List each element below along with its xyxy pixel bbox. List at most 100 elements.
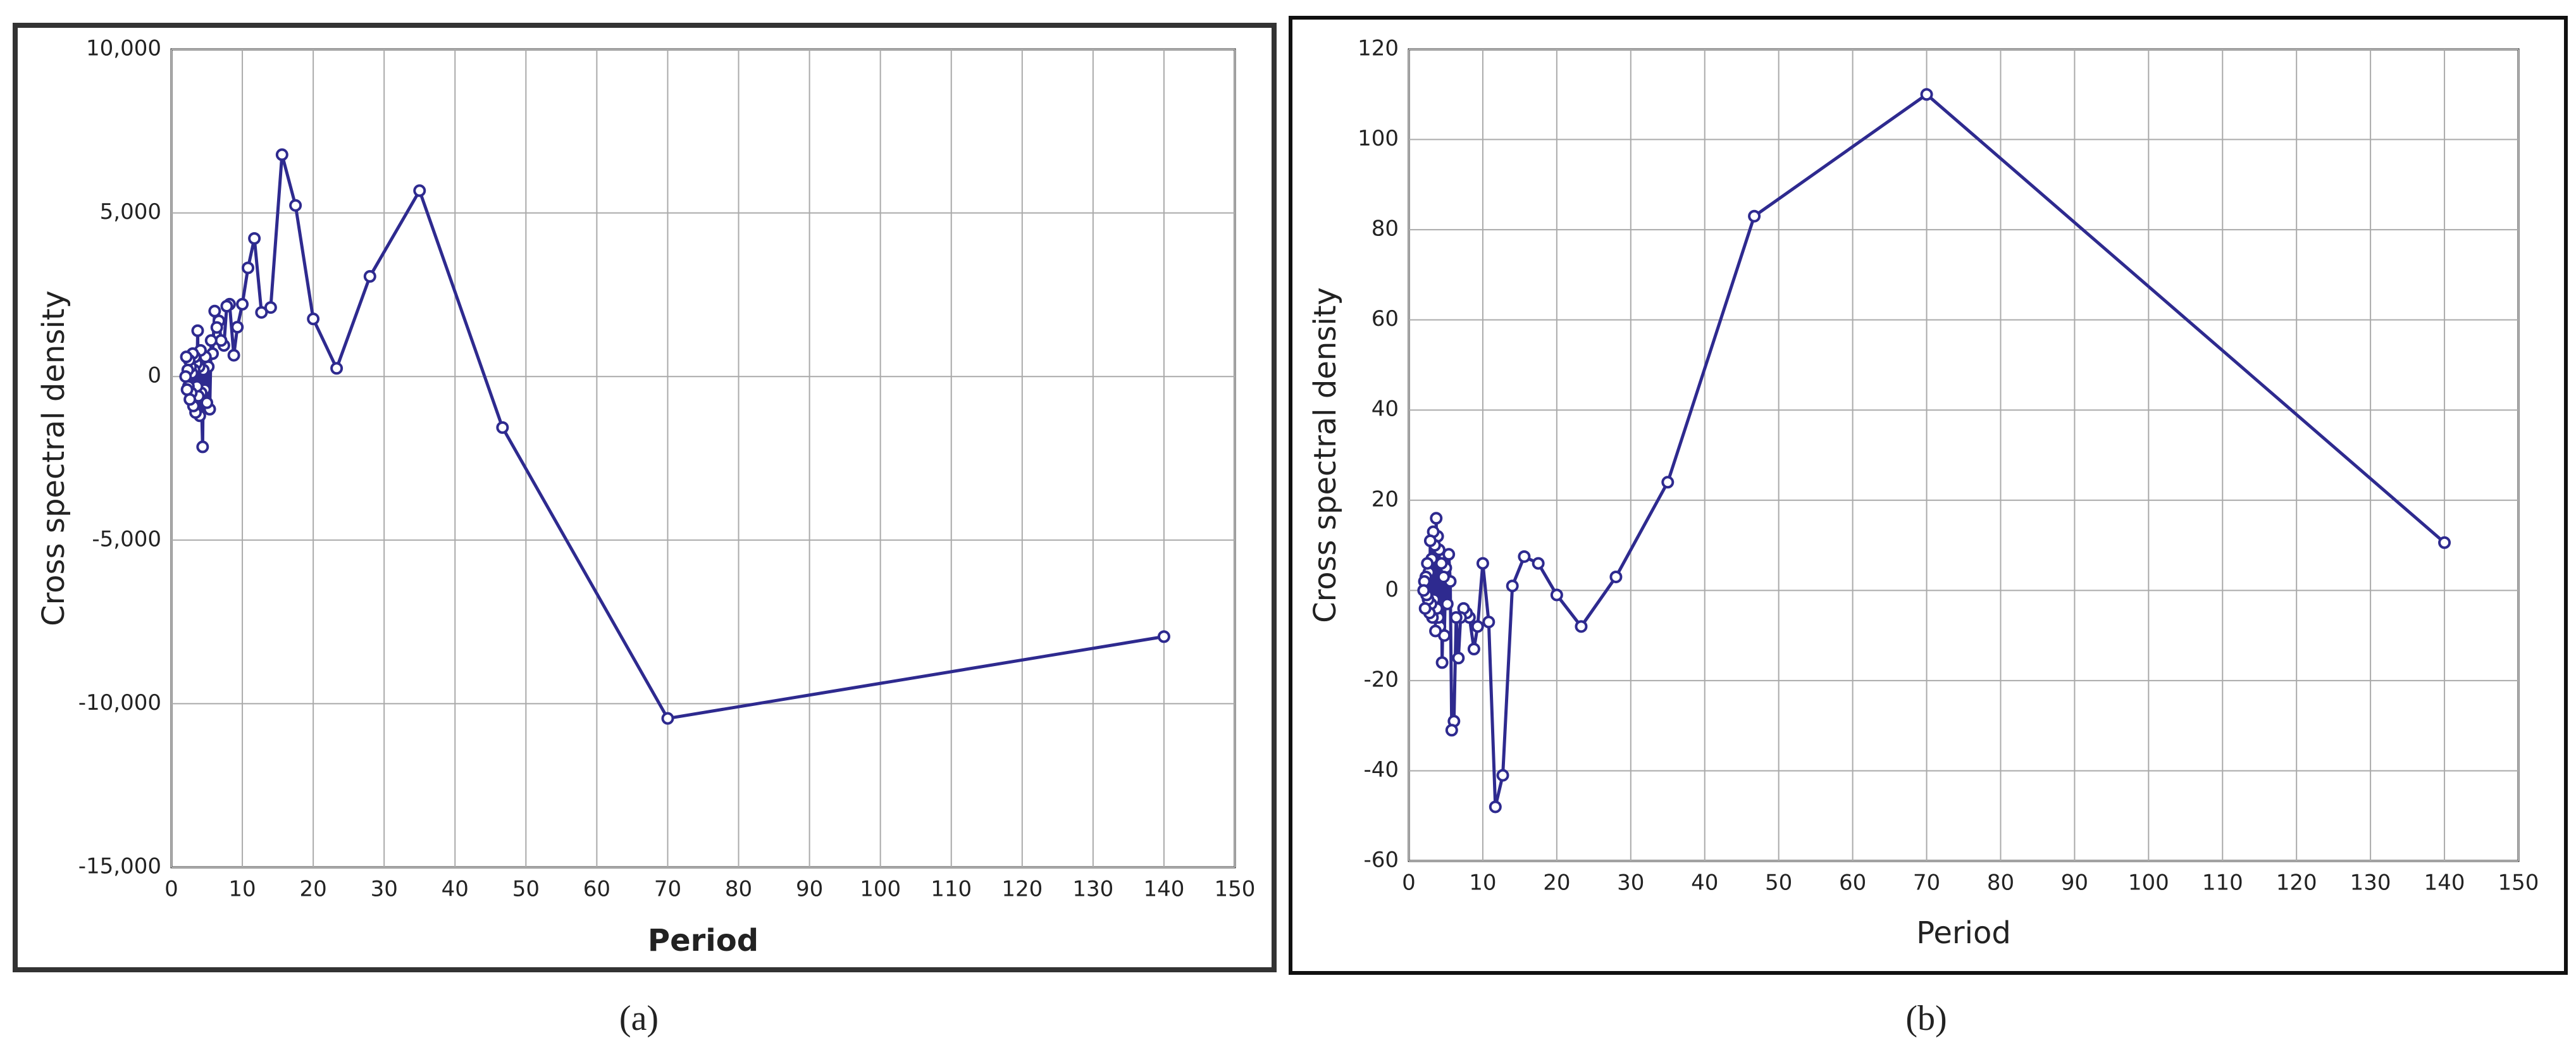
y-tick-label: 0 xyxy=(147,363,161,388)
data-point xyxy=(330,362,344,375)
x-axis-label: Period xyxy=(648,923,759,958)
x-tick-label: 50 xyxy=(1765,870,1792,896)
data-point xyxy=(180,383,194,396)
data-point xyxy=(180,350,193,364)
data-point xyxy=(1440,597,1454,610)
data-point xyxy=(1442,548,1456,561)
data-point xyxy=(1550,588,1563,602)
data-point xyxy=(1435,557,1448,570)
x-tick-label: 150 xyxy=(2498,870,2539,896)
x-tick-label: 30 xyxy=(371,877,398,902)
data-point xyxy=(204,334,218,347)
y-tick-label: 5,000 xyxy=(100,199,161,225)
data-point xyxy=(1471,620,1484,633)
data-point xyxy=(1421,557,1434,570)
x-tick-label: 120 xyxy=(1001,877,1043,902)
x-tick-label: 120 xyxy=(2276,870,2317,896)
x-tick-label: 130 xyxy=(2350,870,2391,896)
x-tick-label: 130 xyxy=(1072,877,1113,902)
x-axis-label: Period xyxy=(1916,915,2011,951)
x-tick-label: 50 xyxy=(512,877,540,902)
y-tick-label: 20 xyxy=(1372,486,1399,512)
x-tick-label: 110 xyxy=(931,877,972,902)
data-point xyxy=(1435,656,1449,669)
x-tick-label: 150 xyxy=(1215,877,1256,902)
data-point xyxy=(1489,800,1502,814)
x-tick-label: 40 xyxy=(1691,870,1718,896)
y-axis-label: Cross spectral density xyxy=(1308,287,1343,623)
data-point xyxy=(413,184,426,197)
data-point xyxy=(208,304,221,318)
data-point xyxy=(1437,570,1450,583)
data-point xyxy=(220,300,233,313)
data-point xyxy=(1748,209,1761,223)
data-point xyxy=(661,712,674,725)
x-tick-label: 40 xyxy=(442,877,469,902)
x-tick-label: 100 xyxy=(2128,870,2169,896)
data-point xyxy=(2438,536,2451,549)
data-point xyxy=(1418,602,1432,615)
x-tick-label: 10 xyxy=(1469,870,1496,896)
data-point xyxy=(1467,642,1480,655)
y-tick-label: -10,000 xyxy=(78,690,161,715)
data-point xyxy=(1449,611,1463,624)
data-point xyxy=(1496,769,1509,782)
y-tick-label: -60 xyxy=(1363,848,1399,873)
x-tick-label: 60 xyxy=(583,877,610,902)
x-tick-label: 20 xyxy=(1543,870,1570,896)
x-tick-label: 70 xyxy=(654,877,681,902)
data-point xyxy=(1518,550,1531,563)
x-tick-label: 80 xyxy=(1987,870,2014,896)
data-point xyxy=(1476,557,1489,570)
x-tick-label: 0 xyxy=(164,877,178,902)
x-tick-label: 140 xyxy=(1143,877,1184,902)
x-tick-label: 0 xyxy=(1402,870,1416,896)
data-point xyxy=(210,321,223,334)
y-tick-label: -15,000 xyxy=(78,854,161,879)
plot-area xyxy=(170,48,1236,869)
data-point xyxy=(214,334,228,347)
data-point xyxy=(1920,88,1933,101)
data-point xyxy=(236,297,249,311)
data-point xyxy=(242,261,255,275)
data-point xyxy=(1430,512,1443,525)
data-point xyxy=(196,440,209,454)
data-point xyxy=(1445,724,1458,737)
data-point xyxy=(1452,652,1465,665)
caption: (b) xyxy=(1905,999,1947,1038)
y-tick-label: 0 xyxy=(1385,577,1399,602)
data-point xyxy=(201,396,214,409)
data-point xyxy=(1482,616,1495,629)
data-point xyxy=(1575,620,1588,633)
data-point xyxy=(275,148,288,161)
y-tick-label: -40 xyxy=(1363,757,1399,783)
y-tick-label: 60 xyxy=(1372,306,1399,331)
y-tick-label: -5,000 xyxy=(92,526,161,552)
data-point xyxy=(496,421,509,434)
data-point xyxy=(1417,584,1430,597)
data-point xyxy=(307,313,320,326)
data-point xyxy=(227,349,240,362)
x-tick-label: 70 xyxy=(1913,870,1940,896)
data-point xyxy=(231,321,244,334)
data-point xyxy=(1157,630,1170,643)
plot-area xyxy=(1408,48,2520,862)
data-point xyxy=(1661,476,1675,489)
data-point xyxy=(1532,557,1545,570)
data-point xyxy=(1609,570,1623,583)
y-tick-label: 10,000 xyxy=(86,36,161,61)
x-tick-label: 90 xyxy=(796,877,823,902)
data-point xyxy=(289,199,302,212)
data-point xyxy=(1423,534,1437,547)
data-point xyxy=(1506,579,1519,593)
data-point xyxy=(264,301,277,314)
data-point xyxy=(255,306,268,319)
data-point xyxy=(1429,624,1442,638)
x-tick-label: 80 xyxy=(725,877,752,902)
x-tick-label: 30 xyxy=(1617,870,1644,896)
y-tick-label: 80 xyxy=(1372,216,1399,242)
caption: (a) xyxy=(619,999,659,1038)
y-tick-label: 120 xyxy=(1358,36,1399,61)
